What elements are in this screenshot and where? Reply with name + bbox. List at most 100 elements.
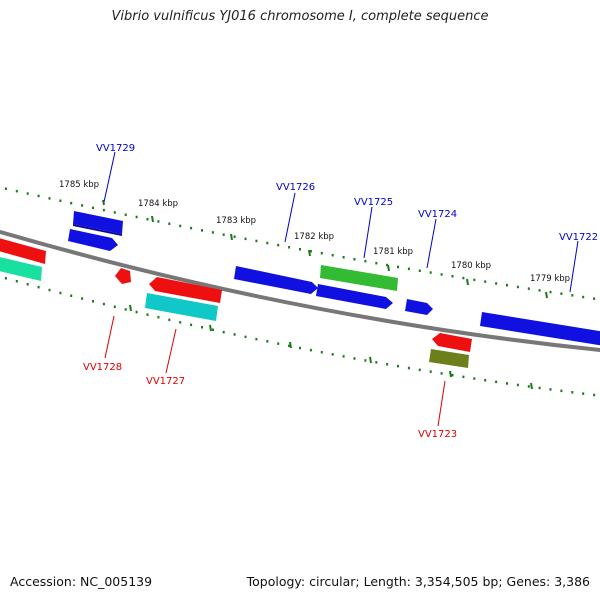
leader-line [165,328,177,374]
scale-dot [375,261,378,265]
scale-dot [375,361,378,364]
topology-text: Topology: circular; Length: 3,354,505 bp… [246,574,590,589]
scale-dot [429,271,432,274]
scale-dot [484,280,487,283]
scale-dot [364,359,367,362]
scale-dot [462,375,465,379]
scale-dot [418,269,421,272]
scale-dot [473,278,476,282]
tick-label: 1781 kbp [373,247,413,257]
scale-dot [113,211,116,214]
scale-dot [277,243,280,247]
leader-line [569,240,579,293]
gene-label[interactable]: VV1722 [559,232,598,243]
gene-arrow[interactable] [480,312,600,346]
scale-dot [451,275,454,278]
gene-arrow[interactable] [234,266,318,294]
scale-dot [244,237,247,241]
scale-dot [560,389,563,393]
scale-dot [288,246,291,249]
gene-arrow[interactable] [68,229,118,251]
gene-label[interactable]: VV1728 [83,362,122,373]
scale-dot [59,291,62,295]
scale-dot [407,267,410,271]
scale-dot [26,283,29,286]
scale-dot [266,340,269,343]
scale-dot [495,380,498,384]
scale-dot [549,388,552,391]
gene-label[interactable]: VV1727 [146,376,185,387]
scale-dot [571,294,574,297]
leader-line [363,206,373,259]
scale-dot [102,208,105,212]
gene-label[interactable]: VV1723 [418,429,457,440]
scale-dot [386,363,389,366]
tick-mark [102,199,105,206]
scale-dot [190,226,193,230]
tick-label: 1780 kbp [451,261,491,271]
scale-dot [331,254,334,257]
scale-dot [222,330,225,334]
scale-dot [255,239,258,243]
scale-dot [244,335,247,339]
scale-dot [135,310,138,314]
gene-arrow[interactable] [149,277,222,303]
scale-dot [309,348,312,352]
gene-label[interactable]: VV1726 [276,182,315,193]
scale-dot [70,294,73,297]
scale-dot [4,187,7,190]
scale-dot [190,323,193,327]
tick-mark [129,304,132,312]
scale-dot [516,285,519,289]
scale-dot [37,285,40,289]
gene-label[interactable]: VV1725 [354,197,393,208]
scale-dot [124,213,127,216]
tick-mark [308,249,311,257]
tick-label: 1779 kbp [530,274,570,284]
scale-dot [70,201,73,205]
tick-mark [466,278,469,286]
gene-arrow[interactable] [115,268,131,284]
scale-dot [516,383,519,387]
scale-dot [451,373,454,377]
scale-dot [4,277,7,280]
scale-dot [484,379,487,382]
scale-dot [277,342,280,345]
accession-text: Accession: NC_005139 [10,574,153,589]
scale-dot [538,386,541,390]
scale-dot [233,333,236,336]
gene-label[interactable]: VV1724 [418,209,457,220]
scale-dot [266,241,269,245]
scale-dot [37,194,40,198]
scale-dot [440,273,443,276]
leader-line [284,192,296,243]
gene-arrow[interactable] [0,256,42,281]
scale-dot [179,321,182,324]
scale-dot [146,218,149,221]
gene-arrow[interactable] [316,284,393,309]
gene-arrow[interactable] [405,299,433,315]
gene-label[interactable]: VV1729 [96,143,135,154]
gene-arrow[interactable] [145,293,218,321]
gene-arrow[interactable] [320,265,398,291]
scale-dot [549,290,552,294]
scale-dot [168,318,171,322]
gene-arrow[interactable] [429,349,469,368]
gene-arrow[interactable] [0,237,46,264]
inner-scale-dots [4,277,596,397]
scale-dot [462,276,465,280]
scale-dot [15,280,18,283]
scale-dot [364,259,367,263]
scale-dot [299,248,301,251]
tick-mark [387,264,390,272]
plus-strand-genes [68,211,600,346]
gene-arrow[interactable] [73,224,122,236]
scale-dot [15,189,18,193]
scale-dot [157,316,160,319]
gene-arrow[interactable] [432,333,472,352]
gene-arrow[interactable] [73,211,123,234]
scale-dot [473,377,476,380]
tick-mark [209,324,212,332]
scale-dot [582,392,585,395]
scale-dot [495,282,498,285]
